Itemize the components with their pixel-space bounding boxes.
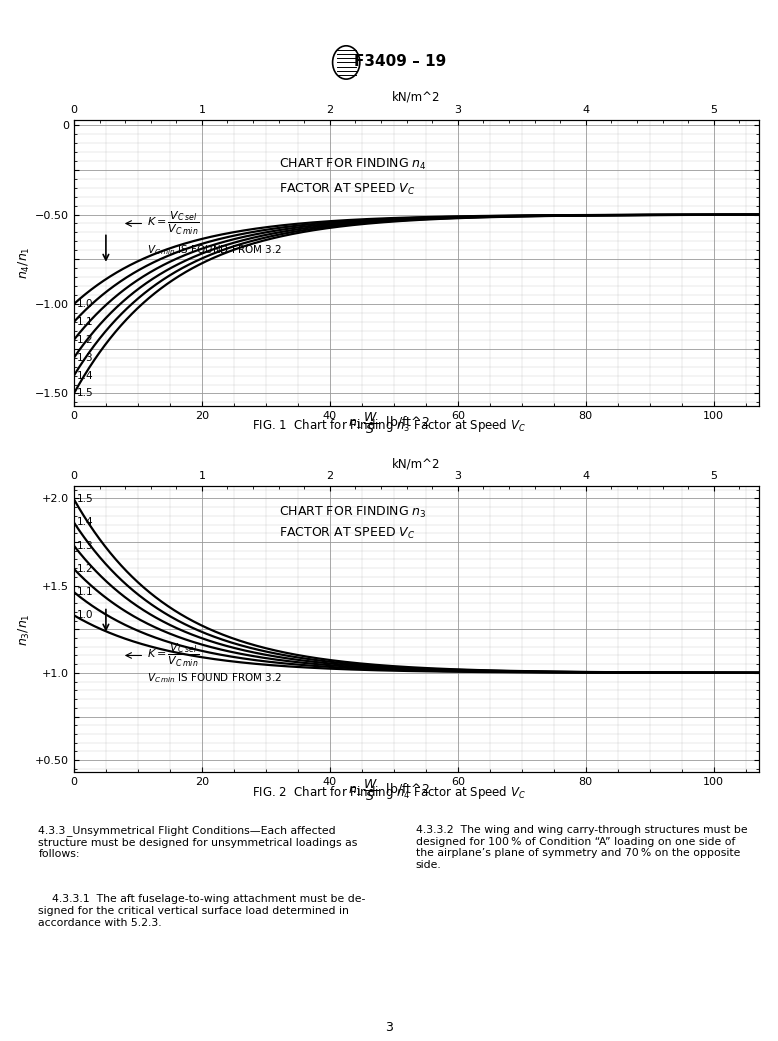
Text: 3: 3 — [385, 1021, 393, 1035]
Text: 4.3.3.2  The wing and wing carry-through structures must be
designed for 100 % o: 4.3.3.2 The wing and wing carry-through … — [415, 826, 748, 870]
Text: 1.1: 1.1 — [77, 587, 93, 598]
Text: FIG. 2  Chart for Finding $n_4$ Factor at Speed $V_C$: FIG. 2 Chart for Finding $n_4$ Factor at… — [252, 784, 526, 801]
Text: 1.3: 1.3 — [77, 353, 93, 362]
X-axis label: kN/m^2: kN/m^2 — [392, 457, 440, 471]
Text: FIG. 1  Chart for Finding $n_3$ Factor at Speed $V_C$: FIG. 1 Chart for Finding $n_3$ Factor at… — [252, 417, 526, 434]
Text: 1.3: 1.3 — [77, 540, 93, 551]
Text: FACTOR AT SPEED $V_C$: FACTOR AT SPEED $V_C$ — [279, 182, 415, 197]
Text: 1.2: 1.2 — [77, 335, 93, 345]
Text: F3409 – 19: F3409 – 19 — [354, 54, 447, 69]
Text: FACTOR AT SPEED $V_C$: FACTOR AT SPEED $V_C$ — [279, 526, 415, 541]
Text: 1.4: 1.4 — [77, 371, 93, 381]
Text: 4.3.3.1  The aft fuselage-to-wing attachment must be de-
signed for the critical: 4.3.3.1 The aft fuselage-to-wing attachm… — [38, 894, 366, 928]
Text: 1.0: 1.0 — [77, 299, 93, 309]
Y-axis label: $n_3/n_1$: $n_3/n_1$ — [17, 613, 32, 645]
Text: $V_{C\,min}$ IS FOUND FROM 3.2: $V_{C\,min}$ IS FOUND FROM 3.2 — [148, 671, 282, 685]
Text: CHART FOR FINDING $n_3$: CHART FOR FINDING $n_3$ — [279, 505, 426, 519]
Text: $n_1\,\dfrac{W}{S}$  lb/ft^2: $n_1\,\dfrac{W}{S}$ lb/ft^2 — [348, 777, 430, 803]
Text: 1.4: 1.4 — [77, 517, 93, 528]
Y-axis label: $n_4/n_1$: $n_4/n_1$ — [17, 247, 32, 279]
Text: $V_{C\,min}$ IS FOUND FROM 3.2: $V_{C\,min}$ IS FOUND FROM 3.2 — [148, 244, 282, 257]
Ellipse shape — [332, 46, 359, 79]
X-axis label: kN/m^2: kN/m^2 — [392, 91, 440, 104]
Text: 1.0: 1.0 — [77, 610, 93, 620]
Text: $K = \dfrac{V_{C\,sel}}{V_{C\,min}}$: $K = \dfrac{V_{C\,sel}}{V_{C\,min}}$ — [148, 642, 200, 669]
Text: 4.3.3  ̲Unsymmetrical Flight Conditions—Each affected
structure must be designed: 4.3.3 ̲Unsymmetrical Flight Conditions—E… — [38, 826, 358, 860]
Text: 1.2: 1.2 — [77, 564, 93, 574]
Text: 1.5: 1.5 — [77, 494, 93, 504]
Text: 1.5: 1.5 — [77, 388, 93, 399]
Text: $n_1\,\dfrac{W}{S}$  lb/ft^2: $n_1\,\dfrac{W}{S}$ lb/ft^2 — [348, 410, 430, 436]
Text: CHART FOR FINDING $n_4$: CHART FOR FINDING $n_4$ — [279, 157, 426, 172]
Text: 1.1: 1.1 — [77, 316, 93, 327]
Text: $K = \dfrac{V_{C\,sel}}{V_{C\,min}}$: $K = \dfrac{V_{C\,sel}}{V_{C\,min}}$ — [148, 210, 200, 237]
